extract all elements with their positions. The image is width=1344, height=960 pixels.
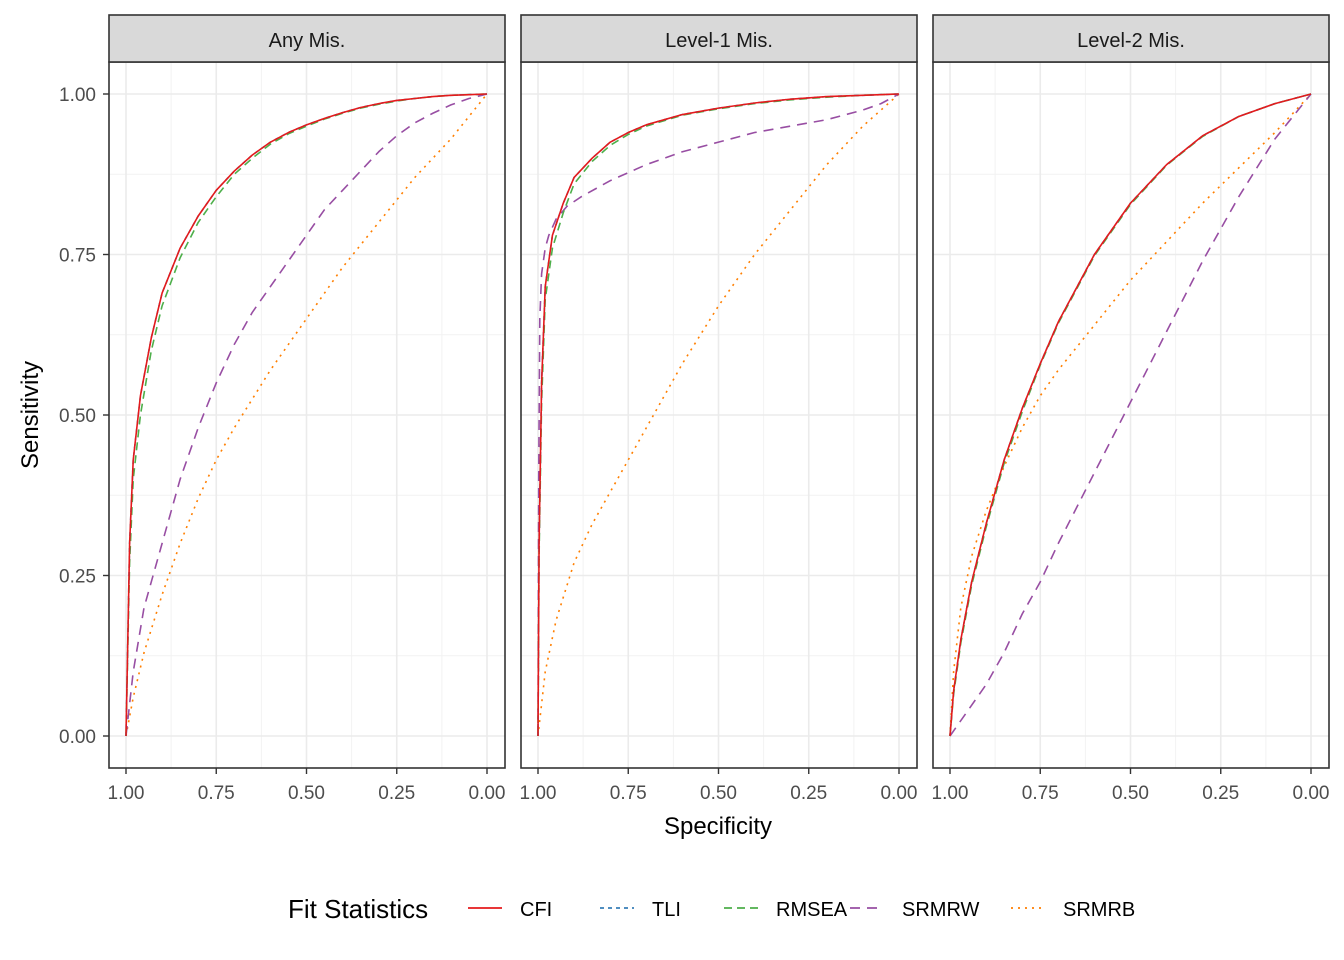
x-tick-label: 0.75 [198,783,235,804]
x-tick-label: 0.50 [700,783,737,804]
grid [933,62,1329,768]
legend-label-rmsea: RMSEA [776,899,848,921]
x-tick-label: 0.00 [881,783,918,804]
x-tick-label: 0.00 [1293,783,1330,804]
facet-strip-label: Level-2 Mis. [1077,30,1185,52]
legend-item-srmrb: SRMRB [1011,899,1135,921]
x-tick-label: 0.75 [610,783,647,804]
panel-any-mis: Any Mis. 1.00 0.75 0.50 0.25 0.00 0.00 0.25 0.50… [59,14,506,804]
legend-item-srmrw: SRMRW [850,899,980,921]
x-axis-title: Specificity [664,813,772,840]
y-axis: 0.00 0.25 0.50 0.75 1.00 [59,85,109,748]
series-line-srmrw [125,93,488,737]
series-line-srmrw [949,93,1312,737]
x-axis: 1.00 0.75 0.50 0.25 0.00 [520,768,918,804]
grid [521,62,917,768]
panel-level-2-mis: Level-2 Mis. 1.00 0.75 0.50 0.25 0.00 [932,14,1330,804]
panel-level-1-mis: Level-1 Mis. 1.00 0.75 0.50 0.25 0.00 [520,14,918,804]
series-line-srmrw [537,93,900,737]
legend: Fit Statistics CFI TLI RMSEA SRMRW SRMRB [288,894,1135,924]
x-tick-label: 1.00 [108,783,145,804]
legend-label-srmrb: SRMRB [1063,899,1135,921]
x-tick-label: 1.00 [520,783,557,804]
x-tick-label: 0.25 [1202,783,1239,804]
legend-items: CFI TLI RMSEA SRMRW SRMRB [468,899,1135,921]
grid [109,62,505,768]
facet-strip-label: Any Mis. [269,30,346,52]
y-tick-label: 0.25 [59,567,96,588]
series-lines [537,93,900,737]
y-axis-title: Sensitivity [17,361,44,469]
legend-label-cfi: CFI [520,899,552,921]
y-tick-label: 0.00 [59,727,96,748]
facet-strip-label: Level-1 Mis. [665,30,773,52]
series-line-cfi [125,93,488,737]
legend-item-tli: TLI [600,899,681,921]
legend-item-cfi: CFI [468,899,552,921]
x-axis: 1.00 0.75 0.50 0.25 0.00 [932,768,1330,804]
x-tick-label: 0.50 [1112,783,1149,804]
series-line-srmrb [949,93,1312,737]
legend-item-rmsea: RMSEA [724,899,848,921]
x-tick-label: 0.25 [378,783,415,804]
y-tick-label: 1.00 [59,85,96,106]
x-tick-label: 0.00 [469,783,506,804]
x-tick-label: 1.00 [932,783,969,804]
series-lines [125,93,488,737]
legend-label-tli: TLI [652,899,681,921]
facet-strip [932,14,1330,63]
x-axis: 1.00 0.75 0.50 0.25 0.00 [108,768,506,804]
series-line-cfi [537,93,900,737]
legend-label-srmrw: SRMRW [902,899,980,921]
facet-strip [108,14,506,63]
facet-panels: Any Mis. 1.00 0.75 0.50 0.25 0.00 0.00 0.25 0.50… [59,14,1330,804]
x-tick-label: 0.25 [790,783,827,804]
legend-title: Fit Statistics [288,894,428,924]
facet-strip [520,14,918,63]
y-tick-label: 0.50 [59,406,96,427]
x-tick-label: 0.50 [288,783,325,804]
series-line-srmrb [537,93,900,737]
y-tick-label: 0.75 [59,246,96,267]
series-line-cfi [949,93,1312,737]
x-tick-label: 0.75 [1022,783,1059,804]
series-lines [949,93,1312,737]
